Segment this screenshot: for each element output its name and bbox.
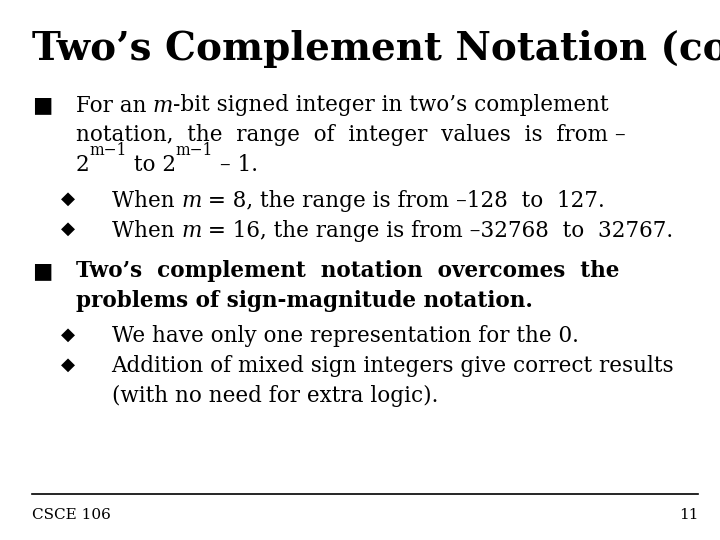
Text: CSCE 106: CSCE 106 [32, 508, 112, 522]
Text: ◆: ◆ [61, 190, 75, 208]
Text: ■: ■ [32, 260, 53, 282]
Text: m: m [181, 190, 202, 212]
Text: Two’s  complement  notation  overcomes  the: Two’s complement notation overcomes the [76, 260, 619, 282]
Text: When: When [112, 190, 181, 212]
Text: to 2: to 2 [127, 154, 176, 177]
Text: = 16, the range is from –32768  to  32767.: = 16, the range is from –32768 to 32767. [202, 220, 674, 242]
Text: When: When [112, 220, 181, 242]
Text: For an: For an [76, 94, 153, 117]
Text: 2: 2 [76, 154, 89, 177]
Text: ■: ■ [32, 94, 53, 117]
Text: -bit signed integer in two’s complement: -bit signed integer in two’s complement [174, 94, 609, 117]
Text: ◆: ◆ [61, 220, 75, 238]
Text: 11: 11 [679, 508, 698, 522]
Text: We have only one representation for the 0.: We have only one representation for the … [112, 326, 578, 347]
Text: m−1: m−1 [89, 143, 127, 159]
Text: Addition of mixed sign integers give correct results: Addition of mixed sign integers give cor… [112, 355, 674, 377]
Text: m: m [153, 94, 174, 117]
Text: Two’s Complement Notation (cont’d): Two’s Complement Notation (cont’d) [32, 30, 720, 68]
Text: = 8, the range is from –128  to  127.: = 8, the range is from –128 to 127. [202, 190, 606, 212]
Text: problems of sign-magnitude notation.: problems of sign-magnitude notation. [76, 289, 533, 312]
Text: m: m [181, 220, 202, 242]
Text: m−1: m−1 [176, 143, 213, 159]
Text: (with no need for extra logic).: (with no need for extra logic). [112, 386, 438, 407]
Text: ◆: ◆ [61, 326, 75, 343]
Text: notation,  the  range  of  integer  values  is  from –: notation, the range of integer values is… [76, 124, 626, 146]
Text: ◆: ◆ [61, 355, 75, 373]
Text: – 1.: – 1. [213, 154, 258, 177]
